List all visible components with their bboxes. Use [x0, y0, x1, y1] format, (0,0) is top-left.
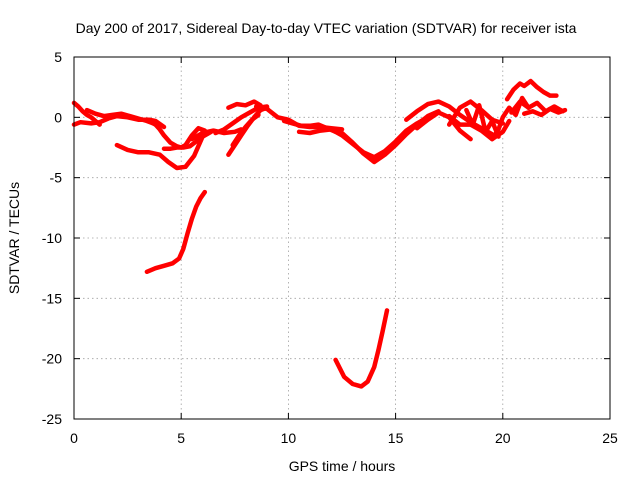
series-arc-24	[504, 78, 559, 102]
series-arc-26	[521, 106, 568, 118]
y-tick-label: 0	[54, 109, 62, 125]
x-axis: 0 5 10 15 20 25	[70, 57, 618, 446]
series-arc-7	[144, 189, 208, 275]
y-tick-label: -15	[42, 290, 62, 306]
series-arc-17	[333, 308, 390, 389]
chart-title: Day 200 of 2017, Sidereal Day-to-day VTE…	[76, 20, 577, 36]
x-tick-label: 25	[602, 430, 618, 446]
series-arc-3	[84, 107, 156, 126]
y-axis-label: SDTVAR / TECUs	[6, 182, 22, 294]
grid	[74, 57, 610, 419]
series-arc-10	[230, 112, 261, 148]
series-arc-23	[489, 95, 531, 142]
series-arc-19	[414, 110, 473, 142]
x-tick-label: 0	[70, 430, 78, 446]
x-tick-label: 15	[388, 430, 404, 446]
series-arc-12	[226, 99, 263, 110]
x-tick-label: 5	[177, 430, 185, 446]
series-arc-16	[329, 115, 431, 160]
series-arc-6	[161, 131, 205, 151]
x-tick-label: 10	[281, 430, 297, 446]
y-tick-label: -10	[42, 230, 62, 246]
y-tick-label: -20	[42, 351, 62, 367]
series-layer	[71, 78, 568, 389]
series-arc-2	[71, 100, 102, 127]
y-axis: -25 -20 -15 -10 -5 0 5	[42, 49, 610, 427]
x-tick-label: 20	[495, 430, 511, 446]
series-arc-22	[446, 113, 512, 142]
series-arc-25	[509, 99, 566, 115]
series-arc-21	[464, 103, 501, 139]
y-tick-label: -5	[50, 170, 63, 186]
y-tick-label: 5	[54, 49, 62, 65]
y-tick-label: -25	[42, 411, 62, 427]
series-arc-4	[114, 129, 214, 171]
x-axis-label: GPS time / hours	[289, 458, 396, 474]
